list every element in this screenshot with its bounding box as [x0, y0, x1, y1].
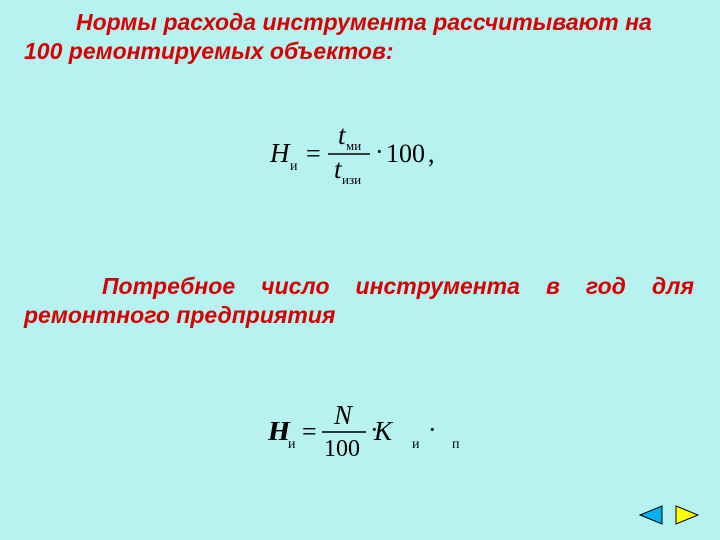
f2-K-sub: и	[412, 437, 420, 452]
second-paragraph: Потребное число инструмента в год для ре…	[24, 272, 694, 330]
formula-comma: ,	[428, 139, 435, 168]
formula-tden-sub: изи	[342, 172, 361, 187]
f2-H-sub: и	[288, 437, 296, 452]
formula-100: 100	[386, 139, 425, 168]
slide: Нормы расхода инструмента рассчитывают н…	[0, 0, 720, 540]
formula-eq: =	[306, 139, 321, 168]
f2-dot2: ·	[428, 415, 437, 444]
formula-norm: H и = t ми t изи · 100 ,	[270, 120, 470, 184]
next-icon[interactable]	[674, 504, 700, 526]
prev-icon[interactable]	[638, 504, 664, 526]
formula-H: H	[270, 138, 291, 168]
f2-eq: =	[302, 417, 317, 446]
f2-K: K	[373, 416, 394, 446]
f2-100: 100	[324, 436, 360, 462]
f2-N: N	[333, 400, 354, 430]
formula-count: H H и = N 100 · K и · п	[268, 400, 488, 460]
nav-buttons	[638, 504, 700, 526]
formula-H-sub: и	[290, 159, 298, 174]
intro-paragraph: Нормы расхода инструмента рассчитывают н…	[24, 8, 694, 66]
second-text: Потребное число инструмента в год для ре…	[24, 273, 694, 328]
formula-dot1: ·	[375, 137, 384, 166]
f2-Kp-sub: п	[452, 437, 460, 452]
intro-text: Нормы расхода инструмента рассчитывают н…	[24, 9, 652, 64]
formula-tnum-sub: ми	[346, 138, 361, 153]
